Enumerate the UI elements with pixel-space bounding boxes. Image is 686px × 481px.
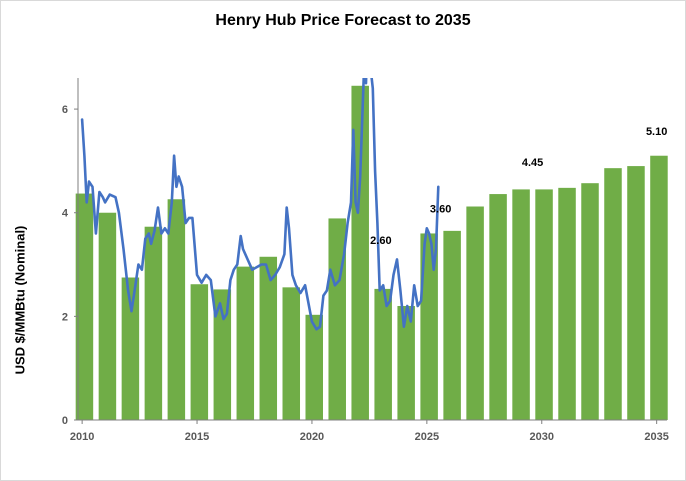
data-label: 5.10 [646,126,667,138]
bar-2024 [397,306,415,420]
axes: 0 2 4 6 2010 2015 2020 2025 2030 2035 [62,78,669,443]
bar-series [75,85,668,420]
y-tick-label: 0 [62,415,68,427]
x-tick-label: 2010 [70,431,94,443]
bar-2028 [489,194,507,420]
bar-2011 [98,212,117,420]
data-label: 3.60 [430,204,451,216]
x-tick-label: 2020 [300,431,324,443]
bar-2033 [604,168,622,420]
bar-2021 [328,218,346,420]
bar-2018 [259,256,278,420]
bar-2023 [374,288,392,420]
data-label: 2.60 [370,235,391,247]
bar-2020 [305,314,323,420]
bar-2016 [213,289,232,420]
bar-2019 [282,287,301,420]
bar-2025 [420,233,438,420]
bar-2029 [512,189,530,420]
bar-2027 [466,206,484,420]
bar-2035 [650,155,668,420]
bar-2030 [535,189,553,420]
x-tick-label: 2025 [415,431,439,443]
x-tick-label: 2030 [530,431,554,443]
data-label: 4.45 [522,157,543,169]
data-labels: 2.60 3.60 4.45 5.10 [370,126,667,247]
bar-2017 [236,266,255,420]
bar-2031 [558,187,576,420]
bar-2012 [121,277,140,420]
x-tick-label: 2015 [185,431,209,443]
bar-2014 [167,199,186,420]
bar-2010 [75,193,94,420]
chart-title: Henry Hub Price Forecast to 2035 [215,12,471,29]
price-line [80,78,440,331]
y-tick-label: 2 [62,311,68,323]
x-tick-label: 2035 [644,431,668,443]
line-series [80,78,440,331]
bar-2032 [581,183,599,420]
y-tick-label: 4 [62,208,69,220]
bar-2015 [190,284,209,420]
y-tick-label: 6 [62,104,68,116]
bar-2013 [144,226,163,420]
bar-2034 [627,166,645,420]
bar-2026 [443,230,461,420]
